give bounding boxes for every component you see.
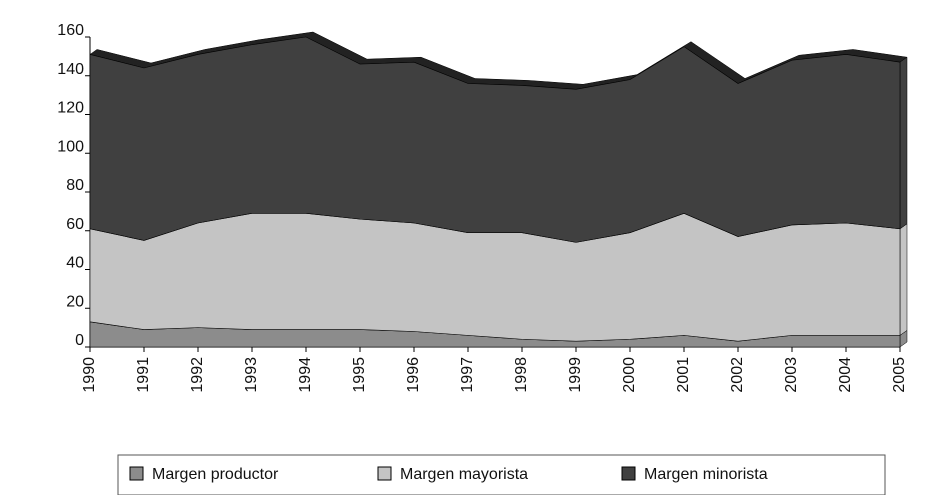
- x-tick-label: 1990: [81, 357, 98, 393]
- legend-label: Margen productor: [152, 466, 279, 483]
- x-tick-label: 1991: [135, 357, 152, 393]
- x-tick-label: 1993: [243, 357, 260, 393]
- legend-box: [117, 454, 886, 496]
- x-tick-label: 2000: [621, 357, 638, 393]
- legend-label: Margen mayorista: [400, 466, 528, 483]
- x-tick-label: 2002: [729, 357, 746, 393]
- x-tick-label: 1995: [351, 357, 368, 393]
- x-tick-label: 1997: [459, 357, 476, 393]
- x-tick-label: 1998: [513, 357, 530, 393]
- y-tick-label: 80: [66, 177, 84, 194]
- x-tick-label: 2003: [783, 357, 800, 393]
- legend-swatch: [377, 466, 392, 481]
- y-tick-label: 120: [57, 100, 84, 117]
- x-tick-label: 2004: [837, 357, 854, 393]
- y-tick-label: 140: [57, 61, 84, 78]
- y-tick-label: 60: [66, 216, 84, 233]
- area-side: [899, 56, 908, 230]
- x-tick-label: 1994: [297, 357, 314, 393]
- y-tick-label: 40: [66, 255, 84, 272]
- legend-swatch: [621, 466, 636, 481]
- area: [89, 36, 901, 243]
- y-tick-label: 160: [57, 22, 84, 39]
- legend-swatch: [129, 466, 144, 481]
- y-tick-label: 20: [66, 293, 84, 310]
- legend-label: Margen minorista: [644, 466, 768, 483]
- x-tick-label: 2005: [891, 357, 908, 393]
- y-tick-label: 100: [57, 138, 84, 155]
- area-side: [899, 223, 908, 336]
- x-tick-label: 2001: [675, 357, 692, 393]
- x-tick-label: 1999: [567, 357, 584, 393]
- x-tick-label: 1996: [405, 357, 422, 393]
- x-tick-label: 1992: [189, 357, 206, 393]
- y-tick-label: 0: [75, 332, 84, 349]
